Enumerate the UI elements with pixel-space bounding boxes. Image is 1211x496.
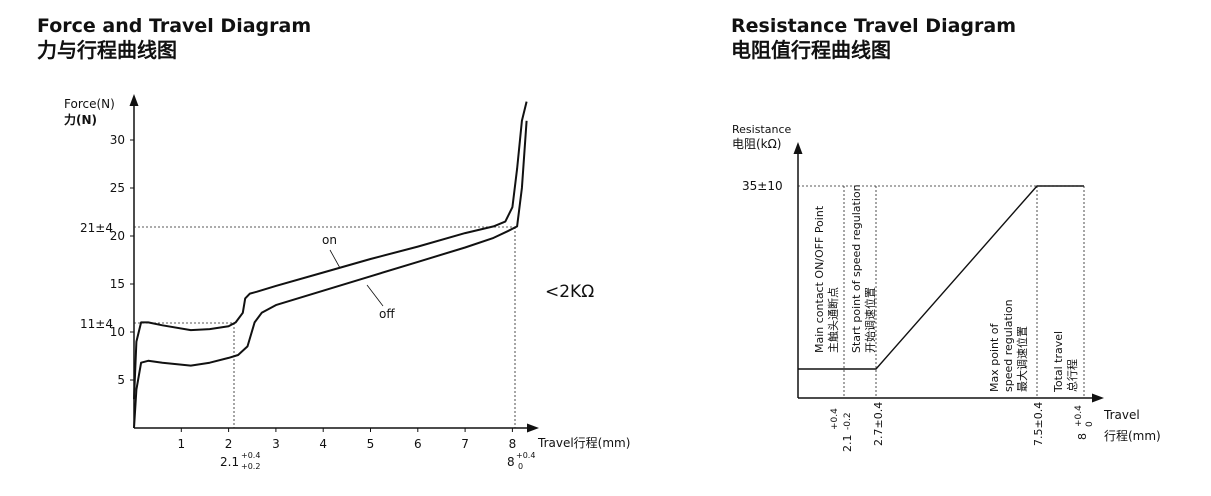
x-ref-21-sup: +0.4 (241, 451, 260, 460)
ref-label-21: 21±4 (80, 221, 113, 235)
resistance-travel-chart: Resistance 电阻(kΩ) 35±10 Travel 行程(mm) Ma… (732, 123, 1161, 453)
right-title-cn: 电阻值行程曲线图 (731, 38, 891, 62)
annot-max-en2: speed regulation (1002, 299, 1015, 392)
left-y-tick-label: 10 (110, 325, 125, 339)
annot-total-cn: 总行程 (1065, 359, 1079, 392)
x-ref-21-sub: +0.2 (241, 462, 260, 471)
off-label: off (379, 307, 395, 321)
x-ref-8-sub: 0 (518, 462, 523, 471)
xt1-sub: -0.2 (843, 412, 853, 430)
left-x-label: Travel行程(mm) (537, 435, 630, 450)
left-y-label-en: Force(N) (64, 97, 115, 111)
ref-label-11: 11±4 (80, 317, 113, 331)
xt4-sup: +0.4 (1074, 405, 1084, 427)
left-y-tick-label: 30 (110, 133, 125, 147)
left-title-cn: 力与行程曲线图 (37, 38, 177, 62)
on-label: on (322, 233, 337, 247)
left-y-tick-label: 20 (110, 229, 125, 243)
xt3: 7.5±0.4 (1032, 402, 1045, 446)
xt1-sup: +0.4 (830, 408, 840, 430)
left-x-tick-label: 8 (509, 437, 517, 451)
right-x-label-cn: 行程(mm) (1104, 428, 1161, 443)
x-ref-8-base: 8 (507, 455, 515, 469)
xt4-sub: 0 (1085, 421, 1095, 427)
left-x-tick-label: 7 (461, 437, 469, 451)
left-title-en: Force and Travel Diagram (37, 15, 312, 37)
left-x-tick-label: 3 (272, 437, 280, 451)
resistance-note: <2KΩ (545, 282, 594, 302)
annot-start-en: Start point of speed regulation (850, 184, 863, 353)
xt2: 2.7±0.4 (872, 402, 885, 446)
right-x-label-en: Travel (1103, 408, 1140, 422)
left-x-tick-label: 1 (177, 437, 185, 451)
left-x-tick-label: 5 (367, 437, 375, 451)
on-leader (329, 249, 341, 269)
annot-total-en: Total travel (1052, 331, 1065, 393)
xt4-base: 8 (1076, 433, 1089, 440)
left-y-tick-label: 15 (110, 277, 125, 291)
resistance-curve (798, 185, 1084, 370)
annot-main-cn: 主触头通断点 (826, 287, 840, 353)
force-curve-off (133, 120, 528, 429)
annot-start-cn: 开始调速位置 (863, 287, 877, 353)
x-ref-21-base: 2.1 (220, 455, 239, 469)
x-ref-8-sup: +0.4 (516, 451, 535, 460)
annot-main-en: Main contact ON/OFF Point (813, 205, 826, 353)
left-x-tick-label: 4 (319, 437, 327, 451)
right-y-ref: 35±10 (742, 179, 783, 193)
left-x-tick-label: 6 (414, 437, 422, 451)
left-y-label-cn: 力(N) (64, 112, 97, 127)
off-leader (366, 284, 384, 307)
left-x-tick-label: 2 (225, 437, 233, 451)
force-curve-on (133, 101, 528, 400)
right-y-label-en: Resistance (732, 123, 792, 136)
right-y-label-cn: 电阻(kΩ) (732, 137, 781, 151)
annot-max-en1: Max point of (988, 322, 1001, 392)
right-title-en: Resistance Travel Diagram (731, 15, 1016, 37)
left-y-tick-label: 25 (110, 181, 125, 195)
left-y-tick-label: 5 (117, 373, 125, 387)
annot-max-cn: 最大调速位置 (1015, 326, 1029, 392)
xt1-base: 2.1 (841, 435, 854, 453)
